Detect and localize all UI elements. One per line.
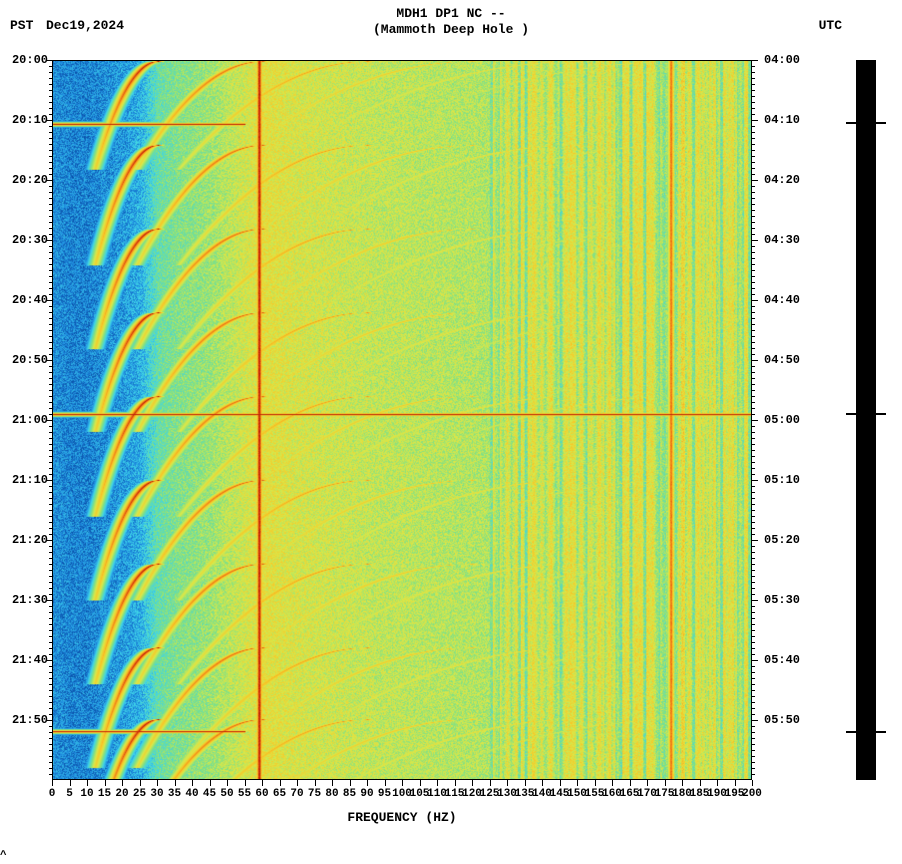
y-tick-right: 04:10: [764, 113, 816, 127]
x-tick: 45: [203, 788, 216, 800]
x-tick: 30: [150, 788, 163, 800]
y-tick-left: 21:40: [0, 653, 48, 667]
y-tick-left: 20:00: [0, 53, 48, 67]
y-tick-right: 04:30: [764, 233, 816, 247]
left-tz-label: PST: [10, 18, 33, 33]
x-tick: 200: [742, 788, 762, 800]
x-tick: 20: [115, 788, 128, 800]
x-tick: 25: [133, 788, 146, 800]
y-tick-right: 05:00: [764, 413, 816, 427]
y-tick-left: 21:00: [0, 413, 48, 427]
date-label: Dec19,2024: [46, 18, 124, 33]
x-axis-label: FREQUENCY (HZ): [52, 810, 752, 825]
y-tick-right: 05:40: [764, 653, 816, 667]
y-tick-left: 20:10: [0, 113, 48, 127]
y-tick-right: 04:20: [764, 173, 816, 187]
y-tick-right: 04:50: [764, 353, 816, 367]
y-tick-left: 20:40: [0, 293, 48, 307]
x-tick: 70: [290, 788, 303, 800]
y-tick-left: 21:30: [0, 593, 48, 607]
y-tick-right: 04:40: [764, 293, 816, 307]
x-tick: 75: [308, 788, 321, 800]
x-tick: 0: [49, 788, 56, 800]
y-tick-left: 21:50: [0, 713, 48, 727]
y-tick-left: 20:20: [0, 173, 48, 187]
x-tick: 50: [220, 788, 233, 800]
x-tick: 55: [238, 788, 251, 800]
title-line-2: (Mammoth Deep Hole ): [0, 22, 902, 38]
right-tz-label: UTC: [819, 18, 842, 33]
x-tick: 60: [255, 788, 268, 800]
x-tick: 40: [185, 788, 198, 800]
y-tick-right: 05:50: [764, 713, 816, 727]
y-tick-left: 21:20: [0, 533, 48, 547]
y-tick-right: 05:20: [764, 533, 816, 547]
y-tick-left: 21:10: [0, 473, 48, 487]
title-line-1: MDH1 DP1 NC --: [0, 6, 902, 22]
x-tick: 5: [66, 788, 73, 800]
y-tick-left: 20:30: [0, 233, 48, 247]
y-axis-left-labels: 20:0020:1020:2020:3020:4020:5021:0021:10…: [0, 60, 52, 780]
x-tick: 65: [273, 788, 286, 800]
spectrogram-plot: [52, 60, 752, 780]
x-tick: 15: [98, 788, 111, 800]
x-tick: 95: [378, 788, 391, 800]
y-tick-right: 05:30: [764, 593, 816, 607]
spectrogram-canvas: [53, 61, 751, 779]
x-tick: 90: [360, 788, 373, 800]
y-tick-left: 20:50: [0, 353, 48, 367]
x-tick: 80: [325, 788, 338, 800]
amplitude-strip: [856, 60, 876, 780]
x-tick: 85: [343, 788, 356, 800]
y-tick-right: 05:10: [764, 473, 816, 487]
x-tick: 10: [80, 788, 93, 800]
footer-mark: ^: [0, 850, 7, 862]
y-axis-right-labels: 04:0004:1004:2004:3004:4004:5005:0005:10…: [760, 60, 812, 780]
y-tick-right: 04:00: [764, 53, 816, 67]
x-tick: 35: [168, 788, 181, 800]
